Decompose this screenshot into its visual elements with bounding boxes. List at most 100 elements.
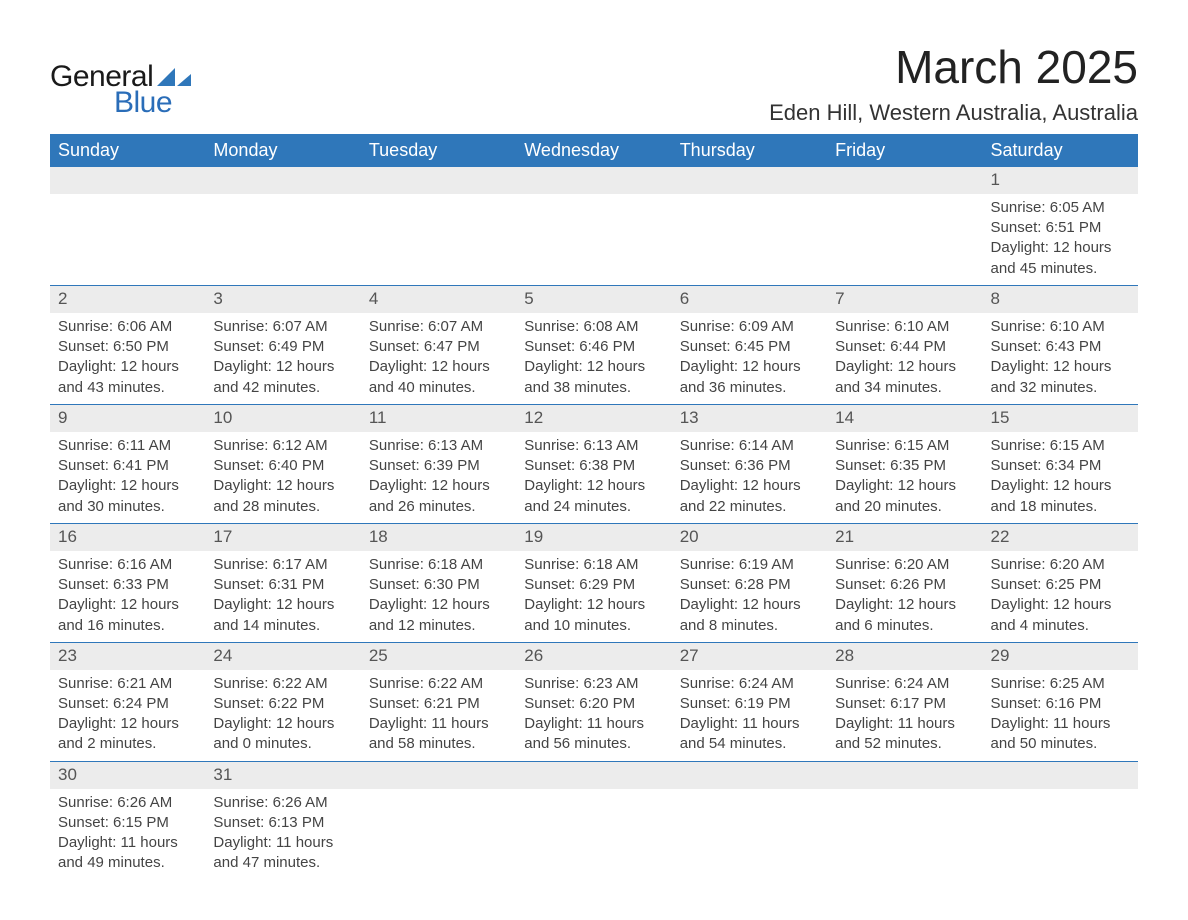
week-daynum-row: 3031 [50,761,1138,788]
week-detail-row: Sunrise: 6:16 AMSunset: 6:33 PMDaylight:… [50,551,1138,643]
day-detail-cell: Sunrise: 6:07 AMSunset: 6:47 PMDaylight:… [361,313,516,405]
sunrise-label: Sunrise: 6:05 AM [991,198,1130,218]
day-number-cell: 12 [516,404,671,431]
daylight-label: Daylight: 12 hours [680,476,819,496]
sunset-label: Sunset: 6:51 PM [991,218,1130,238]
sunset-label: Sunset: 6:17 PM [835,694,974,714]
day-detail-cell [672,194,827,286]
day-detail-cell: Sunrise: 6:26 AMSunset: 6:13 PMDaylight:… [205,789,360,880]
daylight-label: and 16 minutes. [58,616,197,636]
sunrise-label: Sunrise: 6:24 AM [680,674,819,694]
daylight-label: and 40 minutes. [369,378,508,398]
daylight-label: Daylight: 12 hours [58,476,197,496]
daylight-label: Daylight: 12 hours [991,238,1130,258]
day-number-cell: 29 [983,642,1138,669]
day-detail-cell: Sunrise: 6:07 AMSunset: 6:49 PMDaylight:… [205,313,360,405]
daylight-label: Daylight: 12 hours [58,357,197,377]
week-detail-row: Sunrise: 6:26 AMSunset: 6:15 PMDaylight:… [50,789,1138,880]
day-detail-cell [672,789,827,880]
daylight-label: and 0 minutes. [213,734,352,754]
day-detail-cell: Sunrise: 6:26 AMSunset: 6:15 PMDaylight:… [50,789,205,880]
day-number-cell: 13 [672,404,827,431]
week-daynum-row: 1 [50,167,1138,194]
sunrise-label: Sunrise: 6:14 AM [680,436,819,456]
daylight-label: and 43 minutes. [58,378,197,398]
sunset-label: Sunset: 6:46 PM [524,337,663,357]
daylight-label: Daylight: 11 hours [58,833,197,853]
day-number-cell: 22 [983,523,1138,550]
day-detail-cell: Sunrise: 6:13 AMSunset: 6:38 PMDaylight:… [516,432,671,524]
sunrise-label: Sunrise: 6:26 AM [213,793,352,813]
day-number-cell: 16 [50,523,205,550]
sunset-label: Sunset: 6:36 PM [680,456,819,476]
col-saturday: Saturday [983,134,1138,167]
day-number-cell: 28 [827,642,982,669]
col-sunday: Sunday [50,134,205,167]
day-number-cell [672,167,827,194]
sunset-label: Sunset: 6:19 PM [680,694,819,714]
day-detail-cell: Sunrise: 6:18 AMSunset: 6:30 PMDaylight:… [361,551,516,643]
daylight-label: Daylight: 12 hours [369,476,508,496]
sunrise-label: Sunrise: 6:20 AM [835,555,974,575]
daylight-label: and 22 minutes. [680,497,819,517]
daylight-label: Daylight: 12 hours [835,476,974,496]
sunrise-label: Sunrise: 6:10 AM [835,317,974,337]
sunset-label: Sunset: 6:28 PM [680,575,819,595]
location-label: Eden Hill, Western Australia, Australia [769,100,1138,126]
day-number-cell [361,761,516,788]
sunrise-label: Sunrise: 6:26 AM [58,793,197,813]
daylight-label: Daylight: 12 hours [213,595,352,615]
day-number-cell: 7 [827,285,982,312]
col-monday: Monday [205,134,360,167]
daylight-label: Daylight: 12 hours [369,357,508,377]
day-number-cell: 31 [205,761,360,788]
daylight-label: Daylight: 11 hours [213,833,352,853]
day-number-cell: 26 [516,642,671,669]
day-detail-cell: Sunrise: 6:18 AMSunset: 6:29 PMDaylight:… [516,551,671,643]
sunrise-label: Sunrise: 6:22 AM [369,674,508,694]
sunset-label: Sunset: 6:26 PM [835,575,974,595]
day-detail-cell: Sunrise: 6:20 AMSunset: 6:26 PMDaylight:… [827,551,982,643]
day-number-cell [516,761,671,788]
daylight-label: and 6 minutes. [835,616,974,636]
daylight-label: Daylight: 12 hours [524,476,663,496]
daylight-label: and 8 minutes. [680,616,819,636]
day-detail-cell: Sunrise: 6:10 AMSunset: 6:44 PMDaylight:… [827,313,982,405]
daylight-label: Daylight: 12 hours [369,595,508,615]
day-number-cell [516,167,671,194]
daylight-label: and 24 minutes. [524,497,663,517]
daylight-label: and 54 minutes. [680,734,819,754]
day-number-cell [827,761,982,788]
week-daynum-row: 23242526272829 [50,642,1138,669]
sunrise-label: Sunrise: 6:12 AM [213,436,352,456]
daylight-label: and 26 minutes. [369,497,508,517]
daylight-label: and 30 minutes. [58,497,197,517]
day-number-cell: 1 [983,167,1138,194]
sunrise-label: Sunrise: 6:22 AM [213,674,352,694]
daylight-label: Daylight: 11 hours [680,714,819,734]
daylight-label: and 18 minutes. [991,497,1130,517]
day-number-cell: 19 [516,523,671,550]
daylight-label: Daylight: 12 hours [991,357,1130,377]
daylight-label: and 58 minutes. [369,734,508,754]
sunset-label: Sunset: 6:44 PM [835,337,974,357]
daylight-label: and 2 minutes. [58,734,197,754]
day-number-cell: 25 [361,642,516,669]
day-number-cell: 27 [672,642,827,669]
sunset-label: Sunset: 6:13 PM [213,813,352,833]
day-number-cell [361,167,516,194]
day-number-cell: 6 [672,285,827,312]
day-number-cell [205,167,360,194]
day-detail-cell: Sunrise: 6:14 AMSunset: 6:36 PMDaylight:… [672,432,827,524]
sunrise-label: Sunrise: 6:16 AM [58,555,197,575]
sunset-label: Sunset: 6:31 PM [213,575,352,595]
daylight-label: Daylight: 12 hours [991,476,1130,496]
sunset-label: Sunset: 6:38 PM [524,456,663,476]
week-daynum-row: 16171819202122 [50,523,1138,550]
daylight-label: and 4 minutes. [991,616,1130,636]
sunrise-label: Sunrise: 6:23 AM [524,674,663,694]
sunrise-label: Sunrise: 6:21 AM [58,674,197,694]
sunset-label: Sunset: 6:35 PM [835,456,974,476]
week-detail-row: Sunrise: 6:21 AMSunset: 6:24 PMDaylight:… [50,670,1138,762]
day-detail-cell: Sunrise: 6:10 AMSunset: 6:43 PMDaylight:… [983,313,1138,405]
